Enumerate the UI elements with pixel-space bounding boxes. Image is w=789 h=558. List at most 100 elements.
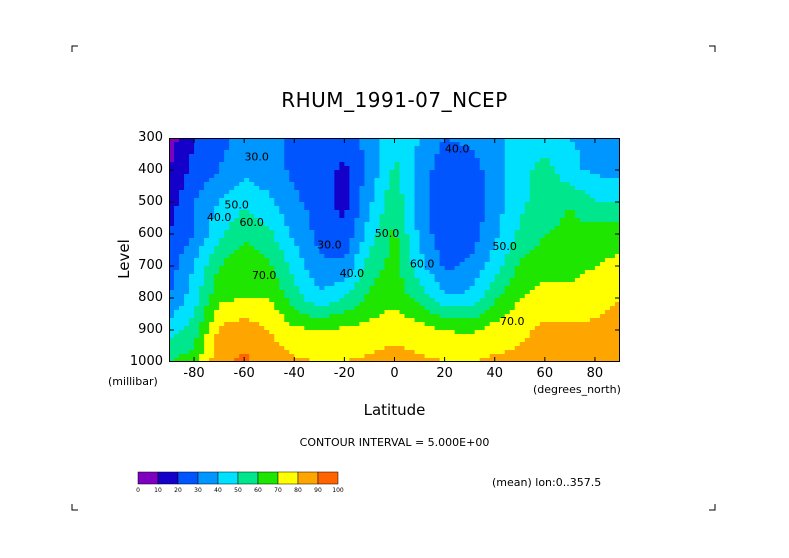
- heatmap-cell: [334, 342, 340, 347]
- heatmap-cell: [179, 354, 185, 359]
- heatmap-cell: [314, 290, 320, 295]
- heatmap-cell: [434, 306, 441, 311]
- heatmap-cell: [544, 178, 551, 183]
- heatmap-cell: [274, 234, 280, 239]
- heatmap-cell: [329, 174, 335, 179]
- heatmap-cell: [259, 266, 265, 271]
- heatmap-cell: [599, 182, 606, 187]
- heatmap-cell: [369, 266, 376, 271]
- heatmap-cell: [514, 266, 521, 271]
- heatmap-cell: [269, 254, 275, 259]
- heatmap-cell: [469, 218, 476, 223]
- heatmap-cell: [419, 242, 426, 247]
- heatmap-cell: [474, 238, 481, 243]
- heatmap-cell: [499, 190, 506, 195]
- heatmap-cell: [584, 198, 591, 203]
- heatmap-cell: [584, 170, 591, 175]
- heatmap-cell: [174, 266, 180, 271]
- heatmap-cell: [209, 322, 215, 327]
- heatmap-cell: [169, 342, 175, 347]
- heatmap-cell: [559, 150, 566, 155]
- heatmap-cell: [479, 214, 486, 219]
- heatmap-cell: [449, 286, 456, 291]
- heatmap-cell: [264, 190, 270, 195]
- heatmap-cell: [174, 230, 180, 235]
- heatmap-cell: [224, 142, 230, 147]
- heatmap-cell: [179, 158, 185, 163]
- heatmap-cell: [339, 222, 345, 227]
- heatmap-cell: [309, 254, 315, 259]
- heatmap-cell: [419, 178, 426, 183]
- heatmap-cell: [374, 270, 381, 275]
- heatmap-cell: [219, 346, 225, 351]
- heatmap-cell: [414, 146, 421, 151]
- heatmap-cell: [209, 238, 215, 243]
- heatmap-cell: [214, 338, 220, 343]
- heatmap-cell: [549, 314, 556, 319]
- heatmap-cell: [529, 174, 536, 179]
- heatmap-cell: [584, 174, 591, 179]
- heatmap-cell: [194, 150, 200, 155]
- heatmap-cell: [484, 254, 491, 259]
- heatmap-cell: [234, 358, 240, 362]
- heatmap-cell: [559, 234, 566, 239]
- heatmap-cell: [554, 210, 561, 215]
- heatmap-cell: [339, 214, 345, 219]
- heatmap-cell: [304, 222, 310, 227]
- heatmap-cell: [339, 182, 345, 187]
- heatmap-cell: [474, 302, 481, 307]
- heatmap-cell: [304, 282, 310, 287]
- heatmap-cell: [374, 238, 381, 243]
- heatmap-cell: [554, 282, 561, 287]
- heatmap-cell: [559, 290, 566, 295]
- heatmap-cell: [354, 146, 361, 151]
- heatmap-cell: [344, 214, 350, 219]
- heatmap-cell: [379, 330, 386, 335]
- heatmap-cell: [419, 306, 426, 311]
- heatmap-cell: [534, 150, 541, 155]
- heatmap-cell: [464, 182, 471, 187]
- heatmap-cell: [444, 178, 451, 183]
- heatmap-cell: [329, 258, 335, 263]
- heatmap-cell: [504, 318, 511, 323]
- heatmap-cell: [584, 242, 591, 247]
- heatmap-cell: [269, 326, 275, 331]
- heatmap-cell: [569, 238, 576, 243]
- heatmap-cell: [504, 330, 511, 335]
- heatmap-cell: [319, 282, 325, 287]
- heatmap-cell: [224, 226, 230, 231]
- heatmap-cell: [559, 270, 566, 275]
- heatmap-cell: [589, 210, 596, 215]
- heatmap-cell: [524, 302, 531, 307]
- heatmap-cell: [564, 302, 571, 307]
- heatmap-cell: [379, 350, 386, 355]
- heatmap-cell: [239, 262, 245, 267]
- heatmap-cell: [509, 342, 516, 347]
- heatmap-cell: [409, 146, 416, 151]
- heatmap-cell: [199, 146, 205, 151]
- heatmap-cell: [524, 206, 531, 211]
- heatmap-cell: [394, 214, 401, 219]
- heatmap-cell: [449, 218, 456, 223]
- heatmap-cell: [304, 194, 310, 199]
- heatmap-cell: [599, 222, 606, 227]
- heatmap-cell: [374, 334, 381, 339]
- heatmap-cell: [409, 322, 416, 327]
- heatmap-cell: [589, 218, 596, 223]
- heatmap-cell: [439, 314, 446, 319]
- heatmap-cell: [414, 206, 421, 211]
- heatmap-cell: [184, 218, 190, 223]
- heatmap-cell: [254, 246, 260, 251]
- heatmap-cell: [579, 322, 586, 327]
- heatmap-cell: [609, 302, 616, 307]
- heatmap-cell: [309, 246, 315, 251]
- heatmap-cell: [344, 210, 350, 215]
- heatmap-cell: [529, 242, 536, 247]
- heatmap-cell: [424, 238, 431, 243]
- heatmap-cell: [414, 178, 421, 183]
- heatmap-cell: [509, 270, 516, 275]
- heatmap-cell: [394, 298, 401, 303]
- heatmap-cell: [309, 182, 315, 187]
- heatmap-cell: [304, 302, 310, 307]
- heatmap-cell: [234, 278, 240, 283]
